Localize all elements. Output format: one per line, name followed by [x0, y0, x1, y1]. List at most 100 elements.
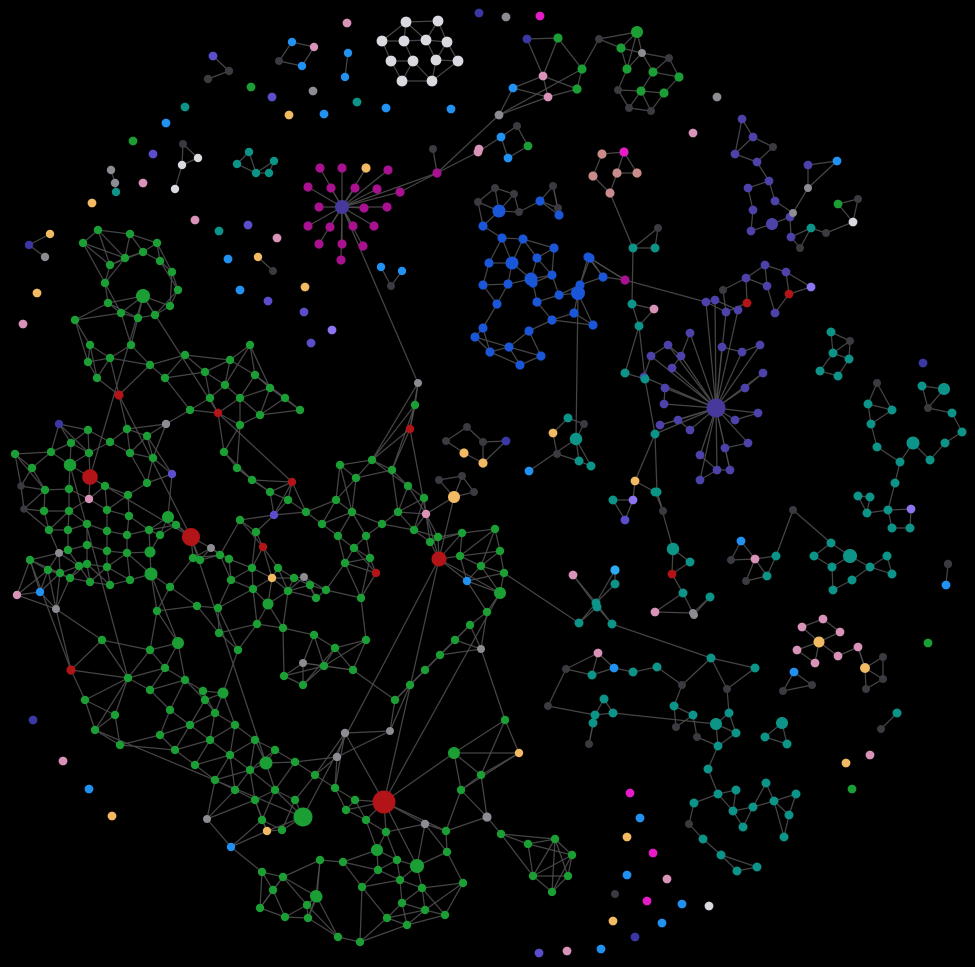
- graph-node[interactable]: [295, 405, 305, 415]
- graph-node[interactable]: [597, 149, 607, 159]
- graph-node[interactable]: [782, 739, 792, 749]
- graph-node[interactable]: [748, 132, 758, 142]
- graph-node[interactable]: [150, 310, 160, 320]
- graph-node[interactable]: [612, 168, 622, 178]
- graph-node[interactable]: [300, 573, 308, 581]
- graph-node[interactable]: [382, 202, 392, 212]
- graph-node[interactable]: [724, 708, 734, 718]
- graph-node[interactable]: [596, 944, 606, 954]
- graph-node[interactable]: [145, 645, 155, 655]
- graph-node[interactable]: [219, 447, 229, 457]
- graph-node[interactable]: [172, 637, 184, 649]
- graph-node[interactable]: [161, 118, 171, 128]
- graph-node[interactable]: [115, 740, 125, 750]
- graph-node[interactable]: [635, 813, 645, 823]
- graph-node[interactable]: [190, 215, 200, 225]
- graph-node[interactable]: [492, 299, 502, 309]
- graph-node[interactable]: [259, 756, 273, 770]
- graph-node[interactable]: [872, 442, 882, 452]
- graph-node[interactable]: [44, 525, 54, 535]
- graph-node[interactable]: [879, 653, 887, 661]
- graph-node[interactable]: [810, 658, 820, 668]
- graph-node[interactable]: [672, 723, 680, 731]
- graph-node[interactable]: [685, 425, 695, 435]
- graph-node[interactable]: [144, 525, 154, 535]
- graph-node[interactable]: [710, 718, 722, 730]
- graph-node[interactable]: [230, 785, 240, 795]
- graph-node[interactable]: [906, 436, 920, 450]
- graph-node[interactable]: [35, 587, 45, 597]
- graph-node[interactable]: [235, 515, 245, 525]
- graph-node[interactable]: [598, 272, 608, 282]
- graph-node[interactable]: [659, 507, 667, 515]
- graph-node[interactable]: [503, 153, 513, 163]
- graph-node[interactable]: [847, 575, 857, 585]
- graph-node[interactable]: [103, 298, 113, 308]
- graph-node[interactable]: [226, 842, 236, 852]
- graph-node[interactable]: [815, 366, 825, 376]
- graph-node[interactable]: [667, 363, 677, 373]
- graph-node[interactable]: [660, 383, 670, 393]
- graph-node[interactable]: [706, 653, 716, 663]
- graph-node[interactable]: [273, 563, 283, 573]
- graph-node[interactable]: [232, 463, 242, 473]
- graph-node[interactable]: [160, 663, 170, 673]
- graph-node[interactable]: [376, 35, 388, 47]
- graph-node[interactable]: [650, 243, 660, 253]
- graph-node[interactable]: [813, 636, 825, 648]
- graph-node[interactable]: [74, 561, 84, 571]
- graph-node[interactable]: [938, 383, 950, 395]
- graph-node[interactable]: [470, 332, 480, 342]
- graph-node[interactable]: [495, 546, 505, 556]
- graph-node[interactable]: [622, 870, 632, 880]
- graph-node[interactable]: [731, 728, 741, 738]
- graph-node[interactable]: [678, 681, 686, 689]
- graph-node[interactable]: [760, 732, 770, 742]
- graph-node[interactable]: [943, 559, 953, 569]
- graph-node[interactable]: [255, 410, 265, 420]
- graph-node[interactable]: [262, 826, 272, 836]
- graph-node[interactable]: [102, 526, 112, 536]
- graph-node[interactable]: [185, 405, 195, 415]
- graph-node[interactable]: [225, 750, 235, 760]
- graph-node[interactable]: [347, 507, 357, 517]
- graph-node[interactable]: [264, 168, 274, 178]
- graph-node[interactable]: [70, 315, 80, 325]
- graph-node[interactable]: [554, 204, 562, 212]
- graph-node[interactable]: [688, 128, 698, 138]
- graph-node[interactable]: [712, 465, 722, 475]
- graph-node[interactable]: [833, 651, 843, 661]
- graph-node[interactable]: [298, 680, 308, 690]
- graph-node[interactable]: [458, 472, 466, 480]
- graph-node[interactable]: [377, 519, 387, 529]
- graph-node[interactable]: [213, 408, 223, 418]
- graph-node[interactable]: [105, 580, 115, 590]
- graph-node[interactable]: [710, 295, 720, 305]
- graph-node[interactable]: [84, 784, 94, 794]
- graph-node[interactable]: [698, 834, 708, 844]
- graph-node[interactable]: [278, 872, 288, 882]
- graph-node[interactable]: [833, 199, 843, 209]
- graph-node[interactable]: [190, 760, 200, 770]
- graph-node[interactable]: [826, 538, 836, 548]
- graph-node[interactable]: [317, 519, 327, 529]
- graph-node[interactable]: [92, 373, 102, 383]
- graph-node[interactable]: [743, 183, 753, 193]
- graph-node[interactable]: [853, 642, 863, 652]
- graph-node[interactable]: [833, 371, 843, 381]
- graph-node[interactable]: [818, 614, 828, 624]
- graph-node[interactable]: [657, 918, 667, 928]
- graph-node[interactable]: [217, 687, 229, 699]
- graph-node[interactable]: [917, 381, 927, 391]
- graph-node[interactable]: [123, 490, 133, 500]
- graph-node[interactable]: [553, 450, 561, 458]
- graph-node[interactable]: [43, 565, 53, 575]
- graph-node[interactable]: [452, 55, 464, 67]
- graph-node[interactable]: [405, 680, 415, 690]
- graph-node[interactable]: [655, 420, 665, 430]
- graph-node[interactable]: [646, 351, 656, 361]
- graph-node[interactable]: [737, 114, 747, 124]
- graph-node[interactable]: [476, 770, 486, 780]
- graph-node[interactable]: [809, 551, 819, 561]
- graph-node[interactable]: [844, 354, 854, 364]
